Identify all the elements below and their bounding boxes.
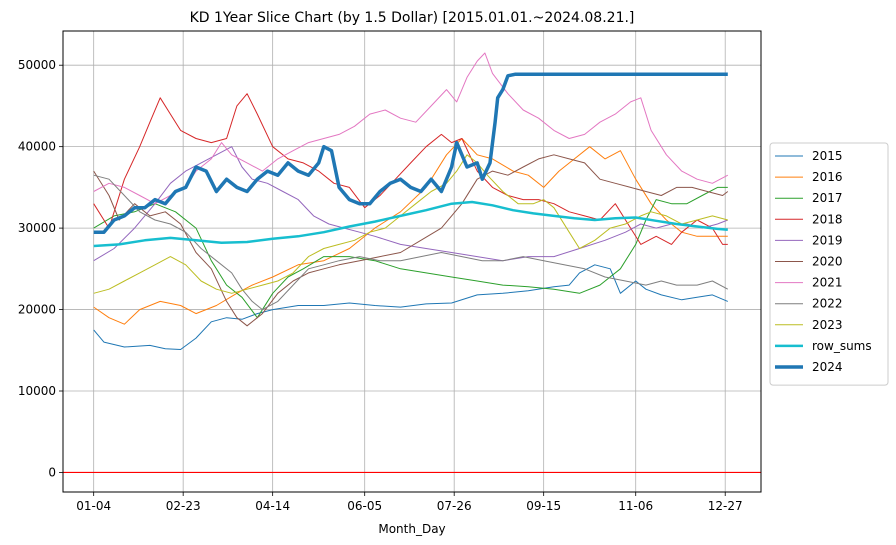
x-tick-label: 09-15: [526, 499, 561, 513]
y-tick-label: 20000: [18, 303, 56, 317]
legend-label-2021: 2021: [812, 276, 843, 290]
x-tick-label: 07-26: [437, 499, 472, 513]
x-tick-label: 12-27: [708, 499, 743, 513]
series-line-2017: [93, 186, 728, 319]
legend-label-2019: 2019: [812, 233, 843, 247]
x-tick-label: 01-04: [76, 499, 111, 513]
series-line-2021: [93, 52, 729, 205]
series-line-row-sums: [93, 200, 728, 248]
x-tick-label: 02-23: [166, 499, 201, 513]
y-tick-label: 50000: [18, 58, 56, 72]
grid-layer: [63, 31, 761, 492]
x-tick-label: 04-14: [255, 499, 290, 513]
legend-label-2016: 2016: [812, 170, 843, 184]
plot-frame: [62, 30, 762, 493]
legend-label-row-sums: row_sums: [812, 339, 872, 353]
legend-label-2024: 2024: [812, 360, 843, 374]
series-layer: [93, 52, 729, 350]
series-line-2020: [93, 154, 729, 327]
legend-label-2023: 2023: [812, 318, 843, 332]
legend-label-2020: 2020: [812, 255, 843, 269]
y-tick-label: 30000: [18, 221, 56, 235]
x-tick-label: 11-06: [618, 499, 653, 513]
y-tick-label: 40000: [18, 140, 56, 154]
x-axis-label: Month_Day: [378, 522, 445, 536]
series-line-2018: [93, 93, 728, 245]
chart-title: KD 1Year Slice Chart (by 1.5 Dollar) [20…: [190, 10, 635, 26]
y-tick-label: 0: [48, 465, 56, 479]
series-line-2022: [93, 174, 729, 311]
legend-label-2015: 2015: [812, 149, 843, 163]
axis-layer: 0 10000 20000 30000 40000 50000 01-04 02-23 04-1…: [18, 58, 743, 513]
y-tick-label: 10000: [18, 384, 56, 398]
series-line-2023: [93, 154, 728, 294]
legend: 2015 2016 2017 2018 2019 2020 2021 2022 2023 row_…: [769, 142, 889, 386]
legend-label-2018: 2018: [812, 212, 843, 226]
series-line-2024: [93, 72, 728, 234]
legend-label-2022: 2022: [812, 297, 843, 311]
series-line-2019: [93, 146, 728, 262]
x-tick-label: 06-05: [347, 499, 382, 513]
legend-label-2017: 2017: [812, 191, 843, 205]
